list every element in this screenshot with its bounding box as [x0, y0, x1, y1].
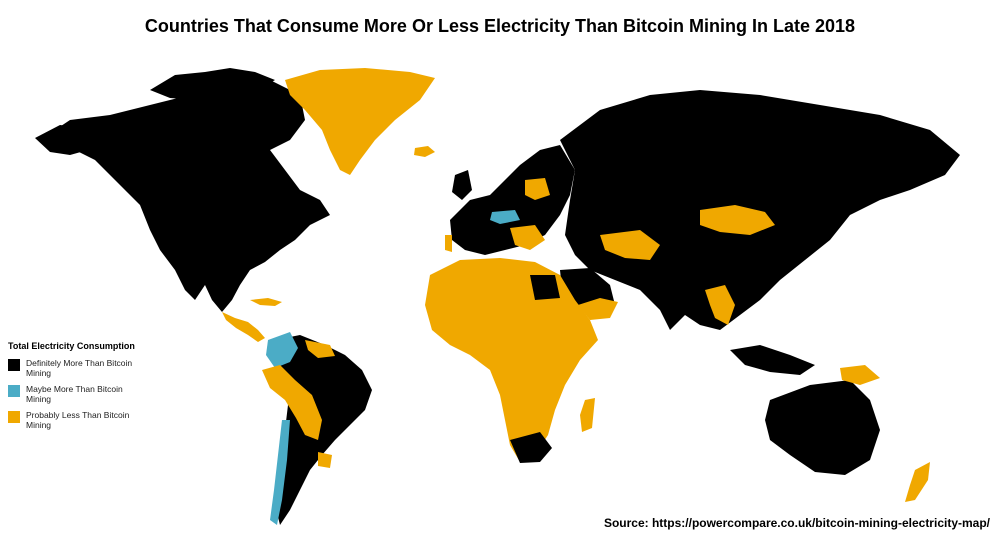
region-uruguay-paraguay: [318, 452, 332, 468]
region-switzerland-austria: [490, 210, 520, 224]
region-new-zealand: [905, 462, 930, 502]
legend-label-less: Probably Less Than Bitcoin Mining: [26, 410, 130, 430]
region-caribbean: [250, 298, 282, 306]
legend-swatch-maybe: [8, 385, 20, 397]
region-colombia: [266, 332, 298, 368]
region-balkans: [510, 225, 545, 250]
region-africa: [425, 258, 598, 462]
region-greenland: [285, 68, 435, 175]
region-indonesia: [730, 345, 815, 375]
region-egypt: [530, 275, 560, 300]
legend-swatch-less: [8, 411, 20, 423]
region-iceland: [414, 146, 435, 157]
legend: Total Electricity Consumption Definitely…: [8, 341, 168, 436]
region-chile: [270, 420, 290, 525]
region-guyanas: [305, 340, 335, 358]
region-alaska: [35, 125, 100, 155]
source-credit: Source: https://powercompare.co.uk/bitco…: [603, 516, 990, 530]
region-yemen-oman: [578, 298, 618, 320]
map-title: Countries That Consume More Or Less Elec…: [144, 16, 856, 36]
region-belarus: [525, 178, 550, 200]
region-central-asia: [600, 230, 660, 260]
region-russia-asia: [560, 90, 960, 330]
legend-title: Total Electricity Consumption: [8, 341, 135, 351]
legend-label-maybe: Maybe More Than Bitcoin Mining: [26, 384, 123, 404]
legend-label-more: Definitely More Than Bitcoin Mining: [26, 358, 133, 378]
region-australia: [765, 380, 880, 475]
region-portugal: [445, 235, 452, 252]
legend-swatch-more: [8, 359, 20, 371]
region-central-america: [222, 312, 265, 342]
region-mongolia: [700, 205, 775, 235]
legend-item-more: Definitely More Than Bitcoin Mining: [8, 358, 168, 378]
region-north-america: [40, 80, 330, 312]
region-arctic-islands: [150, 68, 275, 100]
region-papua-new-guinea: [840, 365, 880, 385]
region-south-america: [275, 335, 372, 525]
region-europe: [450, 145, 575, 255]
legend-item-maybe: Maybe More Than Bitcoin Mining: [8, 384, 168, 404]
region-peru-bolivia: [262, 365, 322, 440]
region-uk: [452, 170, 472, 200]
legend-item-less: Probably Less Than Bitcoin Mining: [8, 410, 168, 430]
region-madagascar: [580, 398, 595, 432]
region-south-africa: [510, 432, 552, 463]
region-southeast-asia: [705, 285, 735, 325]
